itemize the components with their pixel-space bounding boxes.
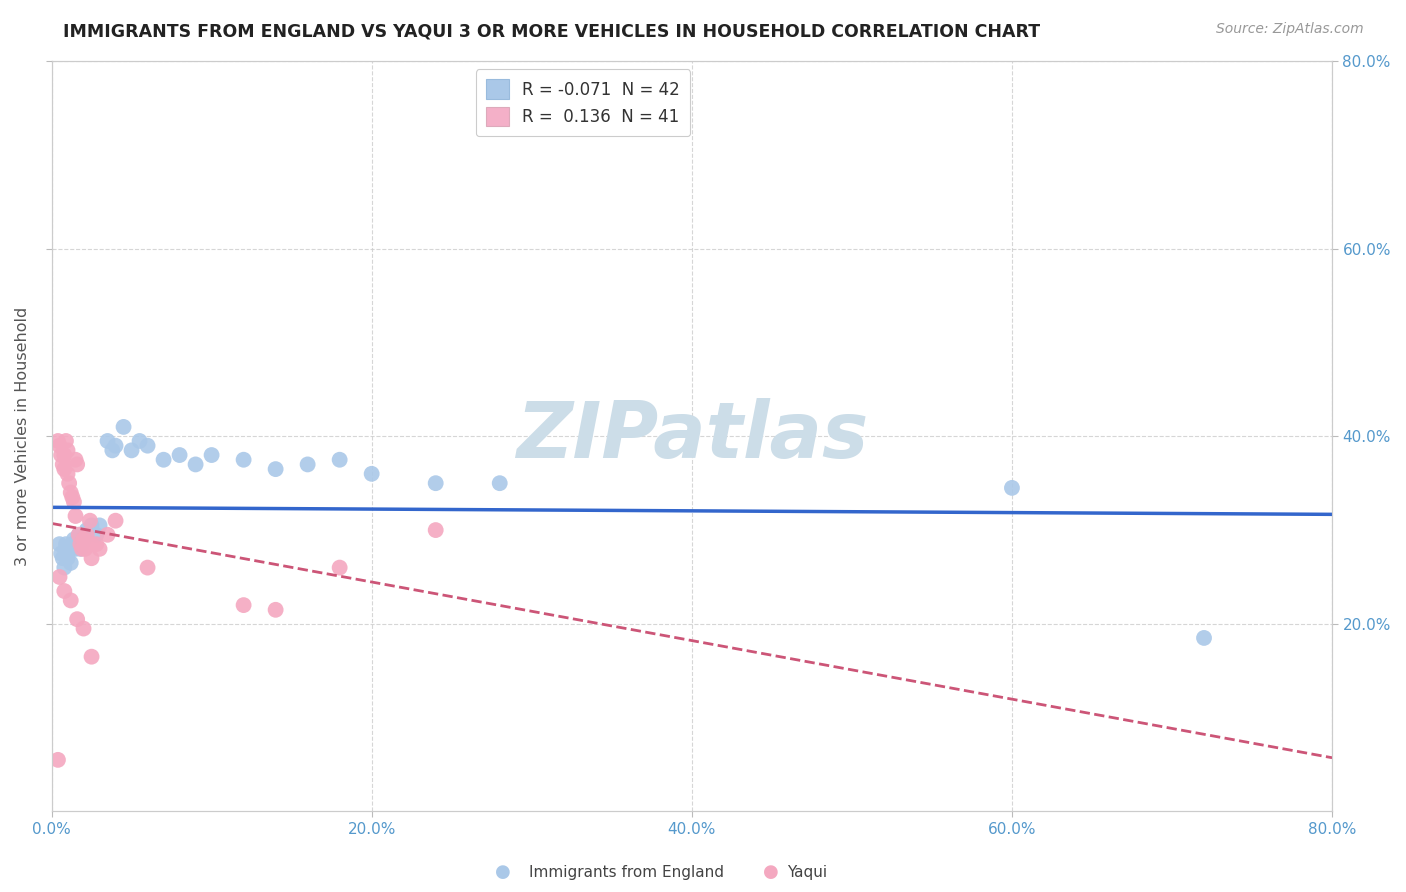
Text: ●: ● [762,863,779,881]
Point [128,434,150,448]
Point [72,622,94,636]
Point [46,753,69,767]
Point [70,537,93,551]
Point [59,485,82,500]
Point [60,490,83,504]
Point [69,541,91,556]
Point [89,541,111,556]
Point [58,541,80,556]
Point [53,448,76,462]
Point [56,551,79,566]
Point [63,495,86,509]
Point [200,448,222,462]
Point [104,439,127,453]
Point [89,518,111,533]
Point [56,467,79,481]
Point [75,528,97,542]
Text: ●: ● [495,863,512,881]
Point [136,560,159,574]
Point [86,528,108,542]
Point [53,584,76,599]
Point [104,514,127,528]
Point [66,458,89,472]
Point [232,452,254,467]
Text: #aac8e8: #aac8e8 [534,869,540,870]
Point [55,434,77,448]
Point [112,420,135,434]
Point [152,452,174,467]
Point [67,528,90,542]
Point [56,547,79,561]
Point [59,556,82,570]
Point [425,523,447,537]
Point [488,476,510,491]
Point [184,458,207,472]
Point [264,462,287,476]
Point [1001,481,1024,495]
Point [53,462,76,476]
Point [80,518,103,533]
Point [76,523,98,537]
Text: IMMIGRANTS FROM ENGLAND VS YAQUI 3 OR MORE VEHICLES IN HOUSEHOLD CORRELATION CHA: IMMIGRANTS FROM ENGLAND VS YAQUI 3 OR MO… [63,22,1040,40]
Point [76,528,98,542]
Point [65,508,87,523]
Point [58,476,80,491]
Point [297,458,319,472]
Point [55,537,77,551]
Text: ZIPatlas: ZIPatlas [516,399,868,475]
Point [59,593,82,607]
Point [360,467,382,481]
Point [66,612,89,626]
Point [79,514,101,528]
Point [136,439,159,453]
Point [80,537,103,551]
Point [69,537,91,551]
Point [72,533,94,547]
Point [67,528,90,542]
Point [49,448,72,462]
Point [72,533,94,547]
Point [169,448,191,462]
Point [48,570,70,584]
Point [49,547,72,561]
Point [86,537,108,551]
Point [48,439,70,453]
Point [329,560,352,574]
Point [75,541,97,556]
Y-axis label: 3 or more Vehicles in Household: 3 or more Vehicles in Household [15,307,30,566]
Point [66,537,89,551]
Point [425,476,447,491]
Point [46,434,69,448]
Text: Source: ZipAtlas.com: Source: ZipAtlas.com [1216,22,1364,37]
Point [329,452,352,467]
Point [1192,631,1215,645]
Point [60,537,83,551]
Point [52,458,75,472]
Point [264,603,287,617]
Point [121,443,143,458]
Point [56,443,79,458]
Text: Immigrants from England: Immigrants from England [529,865,724,880]
Point [53,560,76,574]
Point [70,541,93,556]
Point [101,443,124,458]
Point [65,452,87,467]
Point [48,537,70,551]
Point [80,551,103,566]
Legend: R = -0.071  N = 42, R =  0.136  N = 41: R = -0.071 N = 42, R = 0.136 N = 41 [475,70,690,136]
Point [232,598,254,612]
Point [63,533,86,547]
Text: Yaqui: Yaqui [787,865,828,880]
Point [96,528,118,542]
Point [65,541,87,556]
Point [52,551,75,566]
Point [96,434,118,448]
Point [80,649,103,664]
